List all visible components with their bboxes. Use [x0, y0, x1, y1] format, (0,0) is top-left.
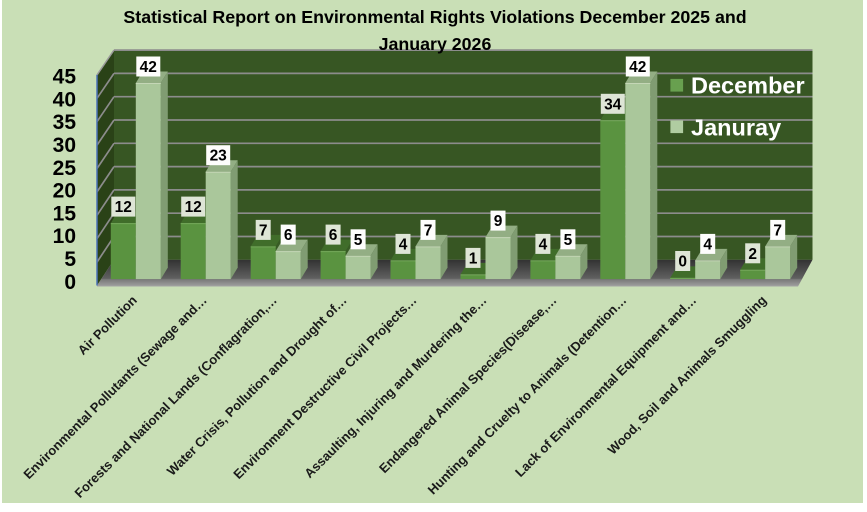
svg-text:12: 12: [115, 199, 132, 216]
svg-text:0: 0: [64, 271, 76, 294]
svg-text:15: 15: [53, 202, 77, 225]
svg-text:6: 6: [284, 227, 293, 244]
svg-text:20: 20: [53, 180, 76, 203]
svg-text:4: 4: [703, 236, 712, 253]
svg-text:10: 10: [53, 225, 76, 248]
svg-text:7: 7: [424, 222, 433, 239]
svg-text:5: 5: [64, 248, 76, 271]
svg-text:23: 23: [210, 148, 228, 165]
svg-text:42: 42: [629, 59, 646, 76]
svg-text:7: 7: [773, 222, 782, 239]
svg-text:30: 30: [53, 134, 76, 157]
svg-text:25: 25: [53, 157, 77, 180]
svg-text:5: 5: [354, 232, 363, 249]
svg-text:2: 2: [748, 246, 757, 263]
svg-text:12: 12: [185, 199, 202, 216]
svg-text:42: 42: [140, 59, 157, 76]
svg-text:45: 45: [53, 66, 77, 89]
svg-text:35: 35: [53, 111, 77, 134]
svg-text:9: 9: [494, 213, 503, 230]
svg-text:Statistical Report on Environm: Statistical Report on Environmental Righ…: [123, 7, 746, 27]
svg-text:Januray: Januray: [691, 115, 781, 141]
svg-text:1: 1: [469, 250, 478, 267]
svg-text:December: December: [691, 73, 805, 99]
svg-text:4: 4: [399, 236, 408, 253]
svg-text:5: 5: [564, 232, 573, 249]
svg-text:40: 40: [53, 88, 76, 111]
svg-text:7: 7: [259, 222, 268, 239]
svg-text:0: 0: [678, 254, 687, 271]
svg-text:January 2026: January 2026: [379, 34, 492, 54]
svg-text:6: 6: [329, 227, 338, 244]
svg-text:4: 4: [539, 236, 548, 253]
svg-text:34: 34: [604, 96, 622, 113]
